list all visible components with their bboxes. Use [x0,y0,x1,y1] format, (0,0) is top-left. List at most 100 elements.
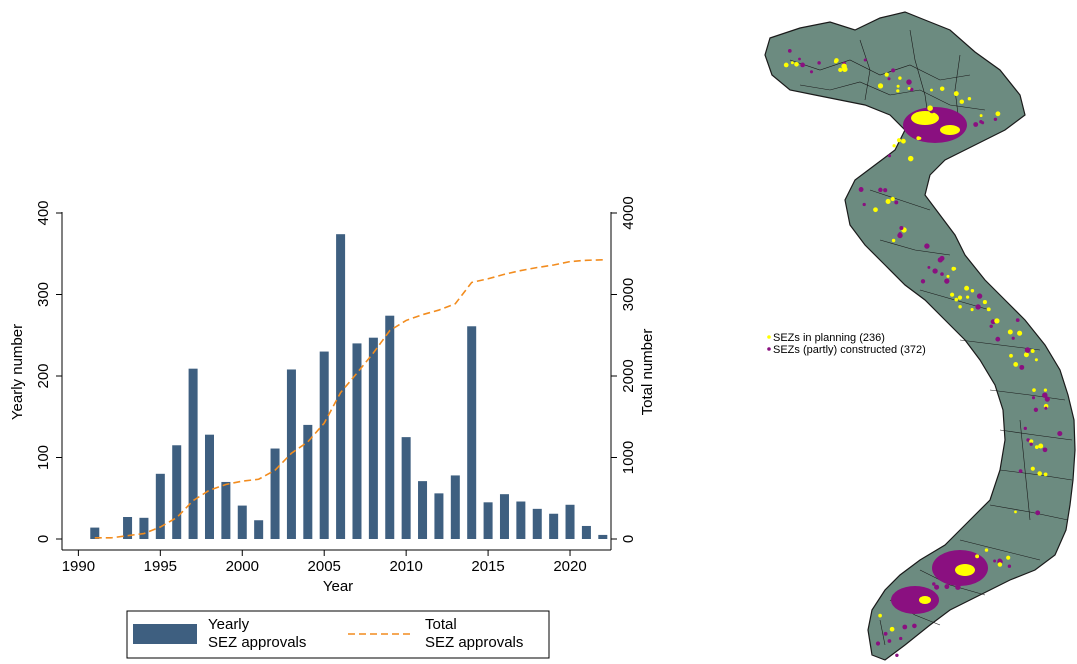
sez-point [994,318,1000,324]
sez-point [1014,510,1017,514]
sez-point [862,202,866,207]
sez-point [957,295,963,300]
sez-point [1013,362,1019,367]
sez-point [912,623,917,629]
sez-point [979,114,983,118]
y2-tick-label-3000: 3000 [620,278,637,311]
legend: Yearly SEZ approvals Total SEZ approvals [126,610,550,659]
y2-axis-label: Total number [639,329,656,416]
sez-point [1015,318,1020,322]
legend-total-line2: SEZ approvals [425,634,523,651]
sez-point [924,243,930,249]
bar-2006 [336,234,346,539]
sez-point [1011,336,1015,340]
sez-point [873,207,878,213]
x-ticks: 1990 1995 2000 2005 2010 2015 2020 [62,550,587,575]
y-tick-label-400: 400 [35,200,52,225]
y-tick-label-300: 300 [35,282,52,307]
sez-point [1024,347,1031,353]
legend-yearly-line1: Yearly [208,616,250,633]
sez-point [997,562,1003,567]
legend-box [126,610,550,659]
sez-point [918,136,922,140]
sez-point [976,293,983,299]
sez-point [927,265,931,269]
sez-point [1037,471,1042,476]
sez-point [1019,364,1025,370]
country-shape [764,11,1076,661]
sez-point [1026,438,1030,442]
sez-point [995,336,1001,342]
sez-point [1023,426,1027,431]
sez-point [887,154,892,158]
sez-point [975,304,981,310]
sez-point [809,70,814,74]
sez-point [981,121,985,125]
sez-point [1042,392,1048,398]
sez-point [899,225,904,231]
sez-point [1031,396,1036,400]
bar-2022 [598,534,608,539]
y2-tick-label-4000: 4000 [620,196,637,229]
bar-1998 [204,434,214,539]
y2-tick-label-2000: 2000 [620,359,637,392]
sez-point [1044,406,1048,410]
bar-2012 [434,493,444,539]
sez-point [1007,329,1013,335]
bar-2001 [254,520,264,539]
sez-cluster-north [903,107,967,143]
sez-points [783,49,1063,658]
sez-point [891,238,896,243]
sez-point [800,62,805,68]
bar-1997 [188,368,198,539]
sez-point [891,68,896,73]
bar-1995 [155,473,165,539]
sez-point [909,87,914,92]
map-legend-constructed-marker [767,347,771,351]
sez-point [955,584,961,590]
sez-point [883,631,888,636]
sez-point [989,324,993,329]
bar-2009 [385,315,395,539]
sez-point [907,86,911,90]
sez-point [783,62,789,68]
sez-point [1057,430,1063,437]
sez-point [1038,443,1044,449]
sez-point [858,187,864,192]
y-ticks-right: 0 1000 2000 3000 4000 [611,196,637,543]
sez-point [932,582,936,586]
bar-2013 [450,475,460,539]
map-legend-planning: SEZs in planning (236) [773,332,885,344]
sez-point [1018,469,1023,473]
sez-point [958,305,962,309]
sez-point [1043,472,1048,477]
line-series-total [94,259,603,539]
sez-point [973,122,979,127]
sez-point [1043,388,1047,392]
sez-point [982,300,987,305]
sez-point [993,117,998,122]
sez-point [939,86,945,91]
sez-point [889,626,895,632]
sez-point [970,308,974,312]
sez-point [946,274,950,278]
sez-point [944,278,950,284]
sez-chart: 1990 1995 2000 2005 2010 2015 2020 0 100 200 300 4… [9,196,656,659]
sez-point [984,548,989,552]
sez-point [877,83,884,89]
bar-2002 [270,448,280,539]
sez-point [944,584,950,590]
sez-point [883,188,888,193]
y2-tick-label-0: 0 [620,535,637,543]
sez-point [787,49,792,53]
sez-point [950,292,955,297]
sez-point [885,198,891,204]
sez-point [1029,439,1034,444]
bar-1994 [139,517,149,539]
bar-2008 [368,337,378,539]
x-tick-label-2015: 2015 [471,558,504,575]
sez-point [1030,349,1035,353]
bar-2020 [565,504,575,539]
sez-point [940,272,944,276]
sez-point [794,61,799,67]
